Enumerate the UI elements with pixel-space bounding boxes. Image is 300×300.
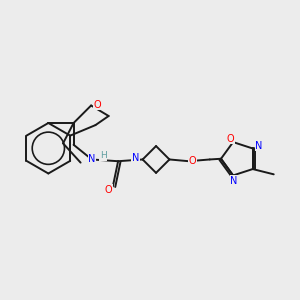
- Text: N: N: [255, 141, 263, 151]
- Text: N: N: [132, 153, 139, 163]
- Text: N: N: [88, 154, 95, 164]
- Text: O: O: [188, 155, 196, 166]
- Text: O: O: [226, 134, 234, 144]
- Text: O: O: [105, 185, 112, 195]
- Text: H: H: [100, 152, 106, 160]
- Text: N: N: [230, 176, 238, 186]
- Text: O: O: [94, 100, 101, 110]
